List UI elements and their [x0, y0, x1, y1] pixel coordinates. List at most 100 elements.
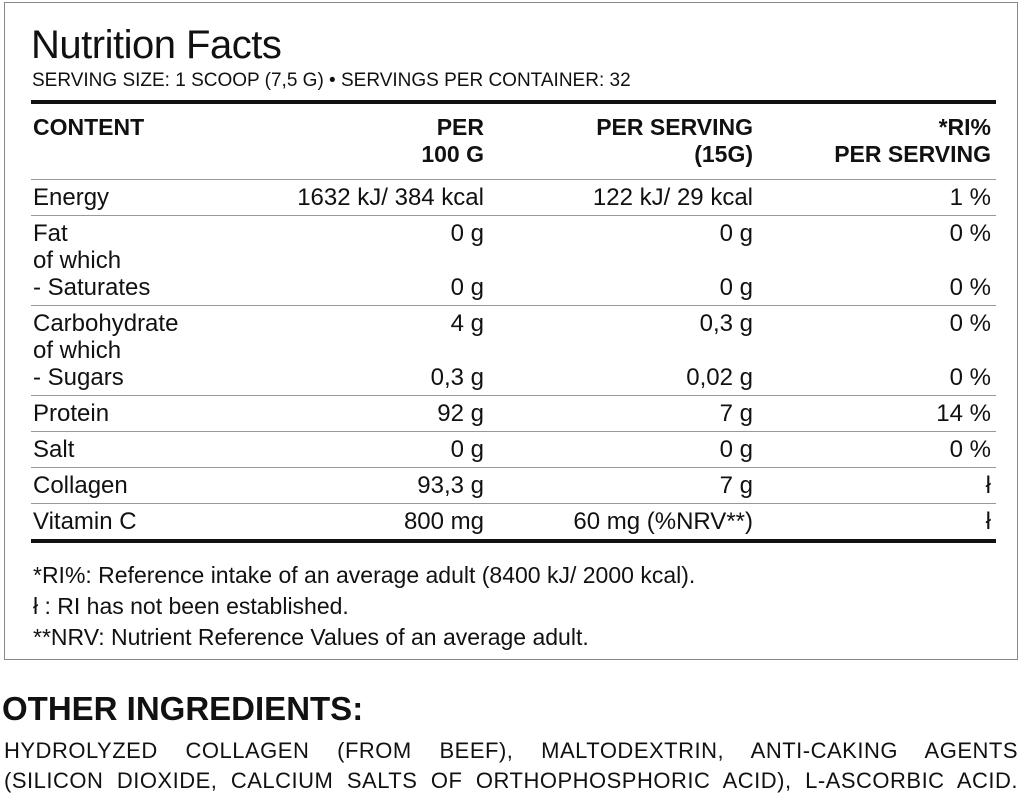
ingredients-text: HYDROLYZED COLLAGEN (FROM BEEF), MALTODE… [4, 736, 1018, 796]
cell: Vitamin C [31, 508, 271, 535]
label-box: Nutrition Facts SERVING SIZE: 1 SCOOP (7… [4, 2, 1018, 660]
cell: Protein [31, 400, 271, 427]
value: 0 g [719, 436, 753, 463]
nutrient-name: Salt [33, 436, 75, 463]
nutrient-name: of which [33, 247, 122, 274]
cell: 0 % [753, 436, 991, 463]
cell: 0 % 0 % [753, 220, 991, 301]
value: 0 g [719, 274, 753, 301]
value: ł [985, 472, 991, 499]
cell: Salt [31, 436, 271, 463]
nutrient-name: Vitamin C [33, 508, 137, 535]
cell: Carbohydrate of which - Sugars [31, 310, 271, 391]
table-header: CONTENT PER 100 G PER SERVING (15G) *RI% PER S… [31, 104, 996, 180]
cell: 4 g 0,3 g [271, 310, 484, 391]
blank [484, 337, 753, 364]
cell: 122 kJ/ 29 kcal [484, 184, 753, 211]
title: Nutrition Facts [31, 23, 282, 67]
cell: ł [753, 472, 991, 499]
value: 800 mg [403, 508, 484, 535]
cell: 7 g [484, 400, 753, 427]
ingredients-line: (SILICON DIOXIDE, CALCIUM SALTS OF ORTHO… [4, 768, 1018, 793]
value: 92 g [437, 400, 484, 427]
nutrient-name: Fat [33, 220, 68, 247]
value: 4 g [450, 310, 484, 337]
cell: 0 g 0 g [271, 220, 484, 301]
header-text: CONTENT [33, 114, 145, 140]
nutrient-name: Protein [33, 400, 110, 427]
nutrient-group: Collagen 93,3 g 7 g ł [31, 468, 996, 504]
header-cell: PER SERVING (15G) [484, 114, 753, 168]
value: 0 g [450, 436, 484, 463]
value: 1632 kJ/ 384 kcal [297, 184, 484, 211]
nutrient-group: Salt 0 g 0 g 0 % [31, 432, 996, 468]
nutrient-group: Energy 1632 kJ/ 384 kcal 122 kJ/ 29 kcal 1 … [31, 180, 996, 216]
header-cell: PER 100 G [271, 114, 484, 168]
cell: 800 mg [271, 508, 484, 535]
nutrient-name: of which [33, 337, 122, 364]
nutrient-name: Energy [33, 184, 110, 211]
value: 7 g [719, 472, 753, 499]
cell: 0 % 0 % [753, 310, 991, 391]
header-cell: CONTENT [31, 114, 271, 168]
header-cell: *RI% PER SERVING [753, 114, 991, 168]
nutrient-group: Protein 92 g 7 g 14 % [31, 396, 996, 432]
value: 122 kJ/ 29 kcal [592, 184, 753, 211]
cell: 93,3 g [271, 472, 484, 499]
value: 93,3 g [417, 472, 484, 499]
footnote: *RI%: Reference intake of an average adu… [33, 562, 696, 588]
nutrient-name: Collagen [33, 472, 128, 499]
cell: 0 g [484, 436, 753, 463]
cell: 1632 kJ/ 384 kcal [271, 184, 484, 211]
value: 0 % [949, 310, 991, 337]
value: ł [985, 508, 991, 535]
blank [271, 337, 484, 364]
cell: 60 mg (%NRV**) [484, 508, 753, 535]
cell: ł [753, 508, 991, 535]
value: 0,3 g [699, 310, 753, 337]
cell: Energy [31, 184, 271, 211]
cell: 0 g 0 g [484, 220, 753, 301]
value: 0 g [450, 220, 484, 247]
ingredients-line: HYDROLYZED COLLAGEN (FROM BEEF), MALTODE… [4, 738, 1018, 763]
value: 0 % [949, 364, 991, 391]
nutrient-group: Vitamin C 800 mg 60 mg (%NRV**) ł [31, 504, 996, 539]
value: 0 g [450, 274, 484, 301]
cell: 0,3 g 0,02 g [484, 310, 753, 391]
nutrition-table: CONTENT PER 100 G PER SERVING (15G) *RI% PER S… [31, 100, 996, 543]
cell: Fat of which - Saturates [31, 220, 271, 301]
value: 0 % [949, 436, 991, 463]
nutrient-name: Carbohydrate [33, 310, 179, 337]
cell: 7 g [484, 472, 753, 499]
value: 7 g [719, 400, 753, 427]
nutrient-name: - Sugars [33, 364, 124, 391]
cell: 1 % [753, 184, 991, 211]
value: 60 mg (%NRV**) [573, 508, 753, 535]
value: 14 % [936, 400, 991, 427]
cell: 92 g [271, 400, 484, 427]
blank [753, 247, 991, 274]
header-text: 100 G [421, 141, 484, 167]
nutrient-group: Carbohydrate of which - Sugars 4 g 0,3 g 0,3… [31, 306, 996, 396]
value: 0,02 g [686, 364, 753, 391]
header-text: PER [436, 114, 484, 140]
blank [484, 247, 753, 274]
footnotes: *RI%: Reference intake of an average adu… [33, 560, 695, 653]
footnote: **NRV: Nutrient Reference Values of an a… [33, 624, 589, 650]
cell: 14 % [753, 400, 991, 427]
header-text: (15G) [694, 141, 753, 167]
header-text: PER SERVING [596, 114, 753, 140]
serving-info: SERVING SIZE: 1 SCOOP (7,5 G) • SERVINGS… [32, 70, 631, 91]
blank [271, 247, 484, 274]
header-text: *RI% [938, 114, 991, 140]
value: 0 % [949, 220, 991, 247]
cell: Collagen [31, 472, 271, 499]
value: 0 g [719, 220, 753, 247]
nutrient-name: - Saturates [33, 274, 151, 301]
ingredients-title: OTHER INGREDIENTS: [2, 690, 364, 727]
footnote: ł : RI has not been established. [33, 593, 349, 619]
value: 0 % [949, 274, 991, 301]
header-text: PER SERVING [834, 141, 991, 167]
